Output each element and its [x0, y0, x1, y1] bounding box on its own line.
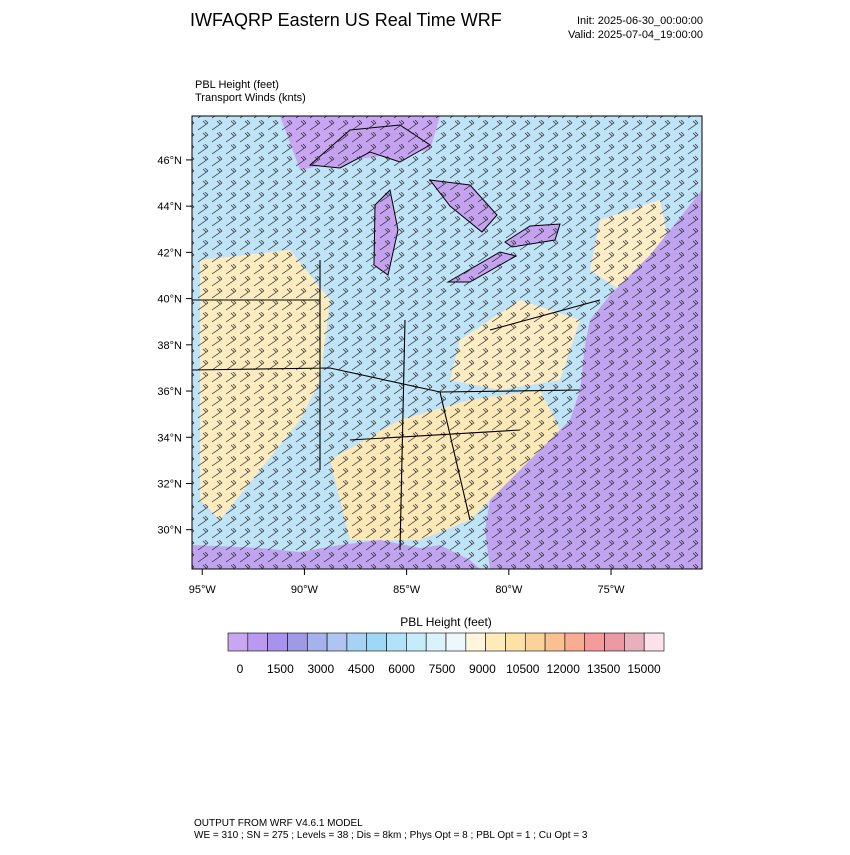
colorbar-box	[643, 632, 665, 652]
lat-tick-label: 46°N	[157, 155, 182, 167]
colorbar-label: 13500	[587, 662, 621, 676]
field-label: PBL Height (feet)	[195, 79, 279, 91]
colorbar-box	[524, 632, 546, 652]
colorbar-box	[326, 632, 348, 652]
colorbar-box	[287, 632, 308, 652]
lon-tick-label: 85°W	[393, 584, 421, 596]
lat-tick-label: 44°N	[157, 201, 182, 213]
lat-tick-label: 42°N	[157, 247, 182, 259]
colorbar-label: 1500	[267, 662, 294, 676]
colorbar-label: 9000	[469, 662, 496, 676]
map-frame	[191, 115, 703, 570]
title: IWFAQRP Eastern US Real Time WRF	[190, 10, 502, 30]
lon-tick-label: 90°W	[291, 584, 319, 596]
state-borders	[192, 260, 601, 551]
colorbar-box	[604, 632, 625, 652]
colorbar-box	[306, 632, 328, 652]
colorbar-box	[346, 632, 368, 652]
lat-tick-label: 40°N	[157, 294, 182, 306]
lon-tick-label: 75°W	[598, 584, 626, 596]
valid-time: Valid: 2025-07-04_19:00:00	[568, 29, 703, 41]
colorbar-box	[505, 632, 526, 652]
colorbar-title: PBL Height (feet)	[400, 615, 492, 629]
footer-line: OUTPUT FROM WRF V4.6.1 MODEL	[194, 818, 363, 829]
colorbar-box	[267, 632, 288, 652]
lat-tick-label: 32°N	[157, 478, 182, 490]
colorbar-box	[564, 632, 586, 652]
lon-tick-label: 80°W	[495, 584, 523, 596]
colorbar-box	[624, 632, 645, 652]
colorbar-label: 10500	[506, 662, 540, 676]
colorbar-label: 4500	[348, 662, 375, 676]
lat-tick-label: 34°N	[157, 432, 182, 444]
footer-line: WE = 310 ; SN = 275 ; Levels = 38 ; Dis …	[194, 830, 588, 841]
colorbar-label: 3000	[307, 662, 334, 676]
colorbar-box	[465, 632, 486, 652]
colorbar-label: 12000	[547, 662, 581, 676]
wind-barbs	[192, 116, 702, 569]
colorbar-box	[247, 632, 268, 652]
init-time: Init: 2025-06-30_00:00:00	[577, 15, 703, 27]
lon-tick-label: 95°W	[189, 584, 217, 596]
lat-tick-label: 38°N	[157, 340, 182, 352]
colorbar-box	[406, 632, 427, 652]
colorbar-box	[386, 632, 407, 652]
colorbar-box	[485, 632, 506, 652]
lat-tick-label: 36°N	[157, 386, 182, 398]
colorbar-box	[584, 632, 605, 652]
colorbar-label: 15000	[627, 662, 661, 676]
vector-label: Transport Winds (knts)	[195, 92, 306, 104]
colorbar-box	[227, 632, 249, 652]
lat-tick-label: 30°N	[157, 525, 182, 537]
colorbar-box	[544, 632, 566, 652]
colorbar-label: 0	[237, 662, 244, 676]
map	[192, 116, 702, 569]
colorbar-box	[445, 632, 467, 652]
colorbar-box	[366, 632, 387, 652]
colorbar-label: 7500	[429, 662, 456, 676]
colorbar-label: 6000	[388, 662, 415, 676]
colorbar-box	[425, 632, 447, 652]
